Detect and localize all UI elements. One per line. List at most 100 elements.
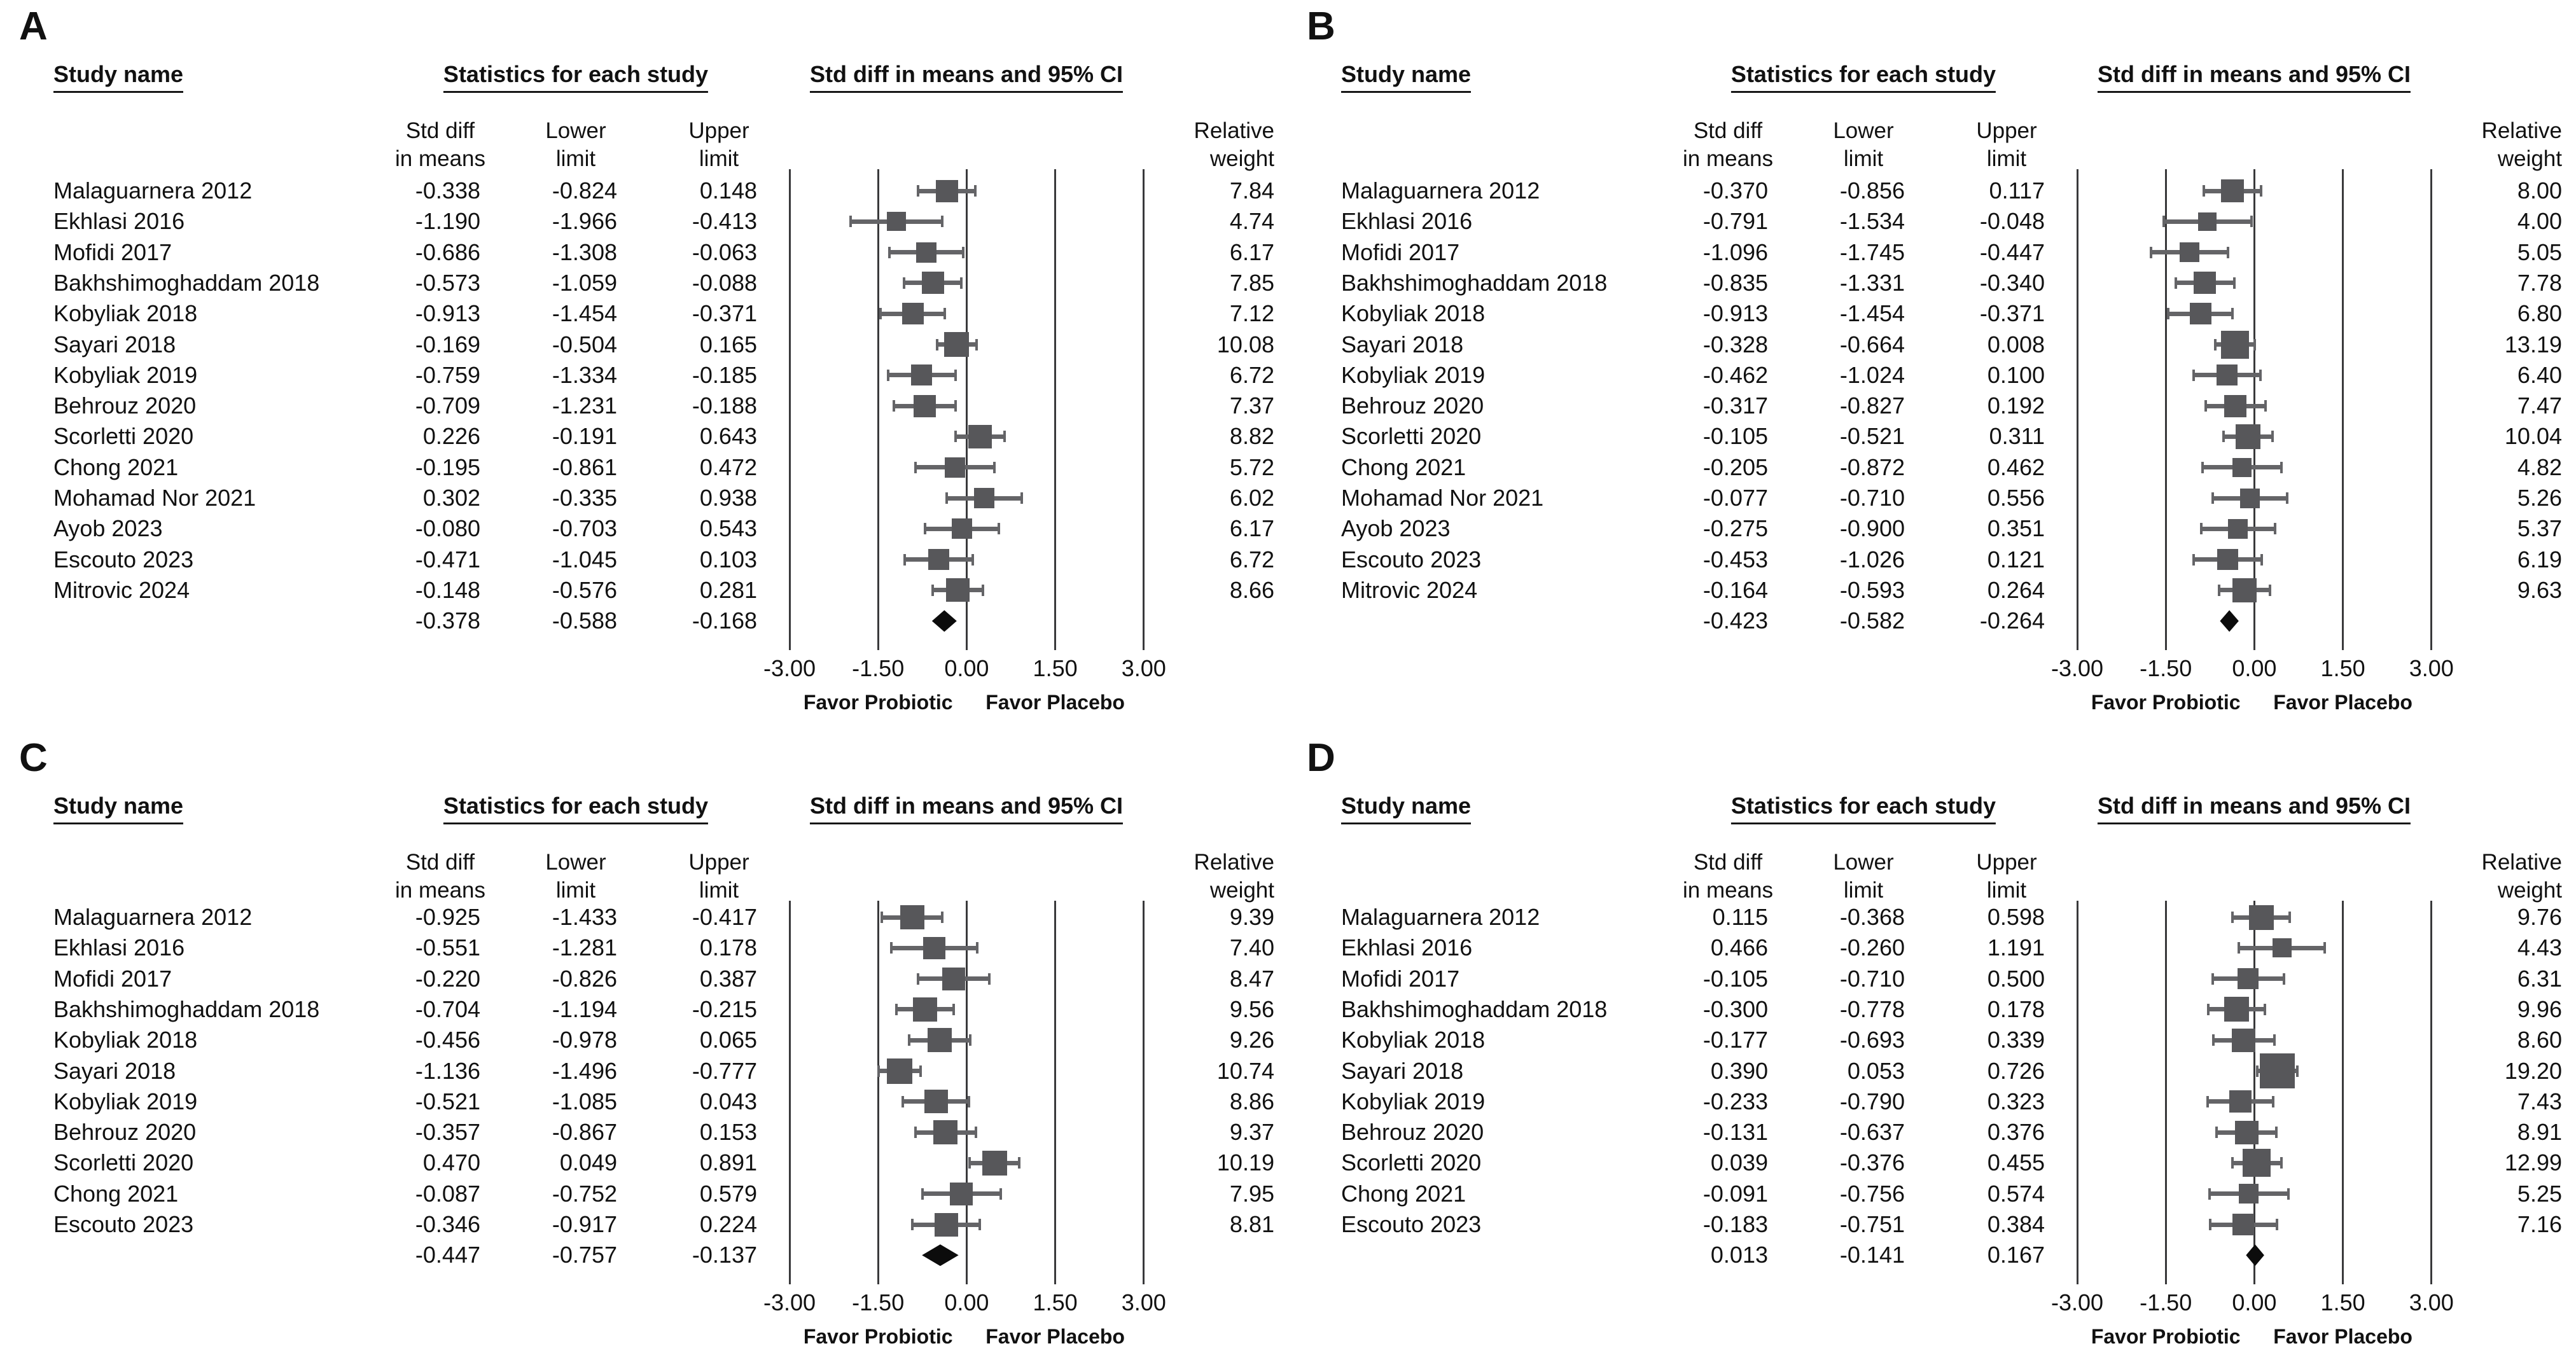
std-diff-value: -0.220 <box>415 965 480 992</box>
lower-limit-value: -0.703 <box>552 515 617 542</box>
ci-lower-cap <box>2167 308 2170 320</box>
ci-lower-cap <box>2150 246 2153 258</box>
axis-gridline-1.50 <box>1054 169 1057 651</box>
ci-upper-cap <box>961 246 964 258</box>
study-name-label: Escouto 2023 <box>1341 1211 1482 1237</box>
study-name-label: Kobyliak 2019 <box>1341 361 1486 388</box>
lower-limit-value: -1.024 <box>1839 361 1905 388</box>
std-diff-value: -0.091 <box>1702 1180 1768 1207</box>
lower-limit-value: -0.856 <box>1839 177 1905 204</box>
lower-limit-value: -0.917 <box>552 1211 617 1237</box>
upper-limit-value: 0.281 <box>699 576 757 603</box>
relative-weight-value: 7.85 <box>1229 269 1274 296</box>
ci-upper-cap <box>975 338 978 350</box>
std-diff-value: -0.105 <box>1702 965 1768 992</box>
study-name-label: Malaguarnera 2012 <box>1341 904 1540 930</box>
upper-limit-value: 0.351 <box>1987 515 2045 542</box>
overall-std-diff-value: -0.447 <box>415 1242 480 1268</box>
plot-section-header: Std diff in means and 95% CI <box>2097 61 2411 93</box>
ci-lower-cap <box>2211 492 2214 504</box>
effect-size-marker <box>2229 1090 2252 1113</box>
axis-tick-label: 0.00 <box>944 655 989 682</box>
upper-limit-value: -0.371 <box>1979 300 2045 327</box>
upper-limit-value: 0.598 <box>1987 904 2045 930</box>
upper-limit-value: -0.447 <box>1979 239 2045 265</box>
overall-effect-diamond <box>2246 1244 2264 1266</box>
upper-limit-column-header-line1: Upper <box>1976 850 2037 875</box>
ci-lower-cap <box>916 973 919 985</box>
axis-gridline--3.00 <box>788 169 791 651</box>
upper-limit-value: 0.065 <box>699 1027 757 1053</box>
ci-lower-cap <box>877 1065 880 1077</box>
lower-limit-value: -0.751 <box>1839 1211 1905 1237</box>
relative-weight-value: 9.56 <box>1229 996 1274 1022</box>
study-name-label: Ekhlasi 2016 <box>53 934 185 961</box>
lower-limit-value: -0.710 <box>1839 485 1905 511</box>
std-diff-value: -0.925 <box>415 904 480 930</box>
study-name-label: Ayob 2023 <box>53 515 163 542</box>
statistics-section-header: Statistics for each study <box>443 61 709 93</box>
relative-weight-value: 10.74 <box>1216 1057 1274 1084</box>
lower-limit-value: -0.368 <box>1839 904 1905 930</box>
lower-limit-value: -1.026 <box>1839 546 1905 572</box>
upper-limit-value: 0.148 <box>699 177 757 204</box>
effect-size-marker <box>886 212 906 232</box>
lower-limit-value: -0.826 <box>552 965 617 992</box>
study-name-label: Scorletti 2020 <box>53 1149 194 1176</box>
ci-lower-cap <box>2256 1065 2259 1077</box>
study-name-label: Scorletti 2020 <box>1341 423 1482 450</box>
overall-upper-limit-value: -0.264 <box>1979 607 2045 634</box>
upper-limit-value: 0.376 <box>1987 1119 2045 1146</box>
ci-upper-cap <box>2250 216 2253 228</box>
ci-lower-cap <box>2162 216 2166 228</box>
ci-lower-cap <box>935 338 938 350</box>
relative-weight-value: 7.95 <box>1229 1180 1274 1207</box>
axis-gridline-0.00 <box>2253 169 2255 651</box>
std-diff-value: -1.136 <box>415 1057 480 1084</box>
ci-lower-cap <box>931 584 934 596</box>
lower-limit-value: -0.978 <box>552 1027 617 1053</box>
ci-lower-cap <box>881 912 884 923</box>
ci-upper-cap <box>2271 431 2274 443</box>
relative-weight-value: 19.20 <box>2504 1057 2562 1084</box>
ci-upper-cap <box>1020 492 1024 504</box>
axis-tick-label: 3.00 <box>2409 1289 2454 1316</box>
std-diff-value: -0.462 <box>1702 361 1768 388</box>
panel-label: B <box>1307 4 1335 48</box>
ci-upper-cap <box>2273 1034 2276 1046</box>
study-name-label: Scorletti 2020 <box>53 423 194 450</box>
axis-gridline-3.00 <box>2430 169 2433 651</box>
ci-upper-cap <box>978 1219 982 1230</box>
relative-weight-value: 5.25 <box>2517 1180 2562 1207</box>
lower-limit-value: -1.331 <box>1839 269 1905 296</box>
lower-limit-value: -0.260 <box>1839 934 1905 961</box>
relative-weight-value: 9.76 <box>2517 904 2562 930</box>
effect-size-marker <box>2232 1214 2255 1235</box>
study-name-label: Malaguarnera 2012 <box>53 904 253 930</box>
effect-size-marker <box>2180 242 2200 263</box>
lower-limit-column-header-line2: limit <box>1843 146 1884 171</box>
axis-tick-label: 0.00 <box>2232 655 2277 682</box>
effect-size-marker <box>945 457 966 478</box>
effect-size-marker <box>916 242 936 263</box>
study-name-label: Chong 2021 <box>1341 454 1466 480</box>
ci-upper-cap <box>997 523 1000 535</box>
study-name-label: Escouto 2023 <box>53 546 194 572</box>
axis-gridline-0.00 <box>965 901 968 1285</box>
lower-limit-column-header-line2: limit <box>555 146 596 171</box>
upper-limit-value: 0.153 <box>699 1119 757 1146</box>
lower-limit-value: -0.710 <box>1839 965 1905 992</box>
ci-lower-cap <box>2213 338 2217 350</box>
ci-lower-cap <box>2238 942 2241 954</box>
std-diff-column-header-line1: Std diff <box>1693 118 1763 143</box>
upper-limit-value: 0.008 <box>1987 331 2045 357</box>
lower-limit-value: -1.059 <box>552 269 617 296</box>
std-diff-value: -0.573 <box>415 269 480 296</box>
ci-upper-cap <box>2288 912 2291 923</box>
ci-upper-cap <box>993 461 996 473</box>
lower-limit-value: -0.664 <box>1839 331 1905 357</box>
study-name-label: Escouto 2023 <box>1341 546 1482 572</box>
axis-gridline-0.00 <box>965 169 968 651</box>
lower-limit-column-header-line1: Lower <box>545 118 606 143</box>
ci-upper-cap <box>982 584 985 596</box>
